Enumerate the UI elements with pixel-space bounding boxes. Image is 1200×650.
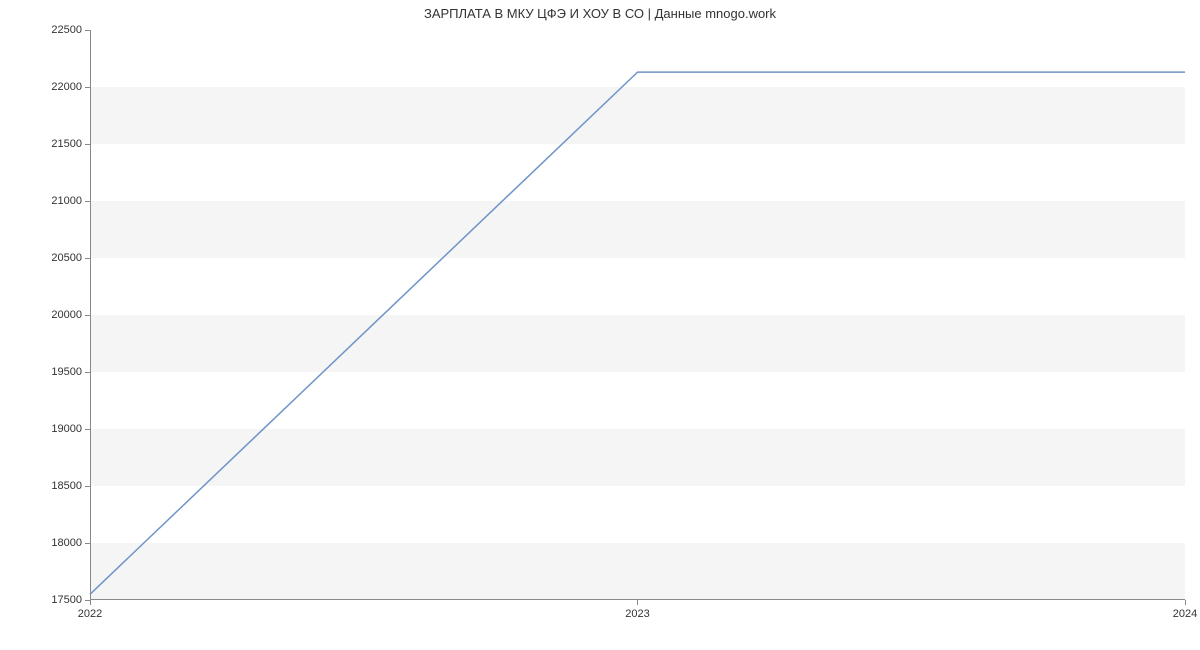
y-tick-label: 18000 xyxy=(51,537,90,549)
line-layer xyxy=(90,30,1185,600)
x-tick-label: 2022 xyxy=(78,600,102,620)
y-tick-label: 21500 xyxy=(51,138,90,150)
y-tick-label: 20000 xyxy=(51,309,90,321)
x-axis-line xyxy=(90,599,1185,600)
y-tick-label: 21000 xyxy=(51,195,90,207)
x-tick-label: 2024 xyxy=(1173,600,1197,620)
y-tick-label: 22000 xyxy=(51,81,90,93)
y-axis-line xyxy=(90,30,91,600)
chart-container: ЗАРПЛАТА В МКУ ЦФЭ И ХОУ В СО | Данные m… xyxy=(0,0,1200,650)
y-tick-label: 20500 xyxy=(51,252,90,264)
chart-title: ЗАРПЛАТА В МКУ ЦФЭ И ХОУ В СО | Данные m… xyxy=(0,6,1200,21)
y-tick-label: 22500 xyxy=(51,24,90,36)
plot-area: 1750018000185001900019500200002050021000… xyxy=(90,30,1185,600)
y-tick-label: 19000 xyxy=(51,423,90,435)
y-tick-label: 19500 xyxy=(51,366,90,378)
x-tick-label: 2023 xyxy=(625,600,649,620)
y-tick-label: 18500 xyxy=(51,480,90,492)
data-line xyxy=(90,72,1185,594)
